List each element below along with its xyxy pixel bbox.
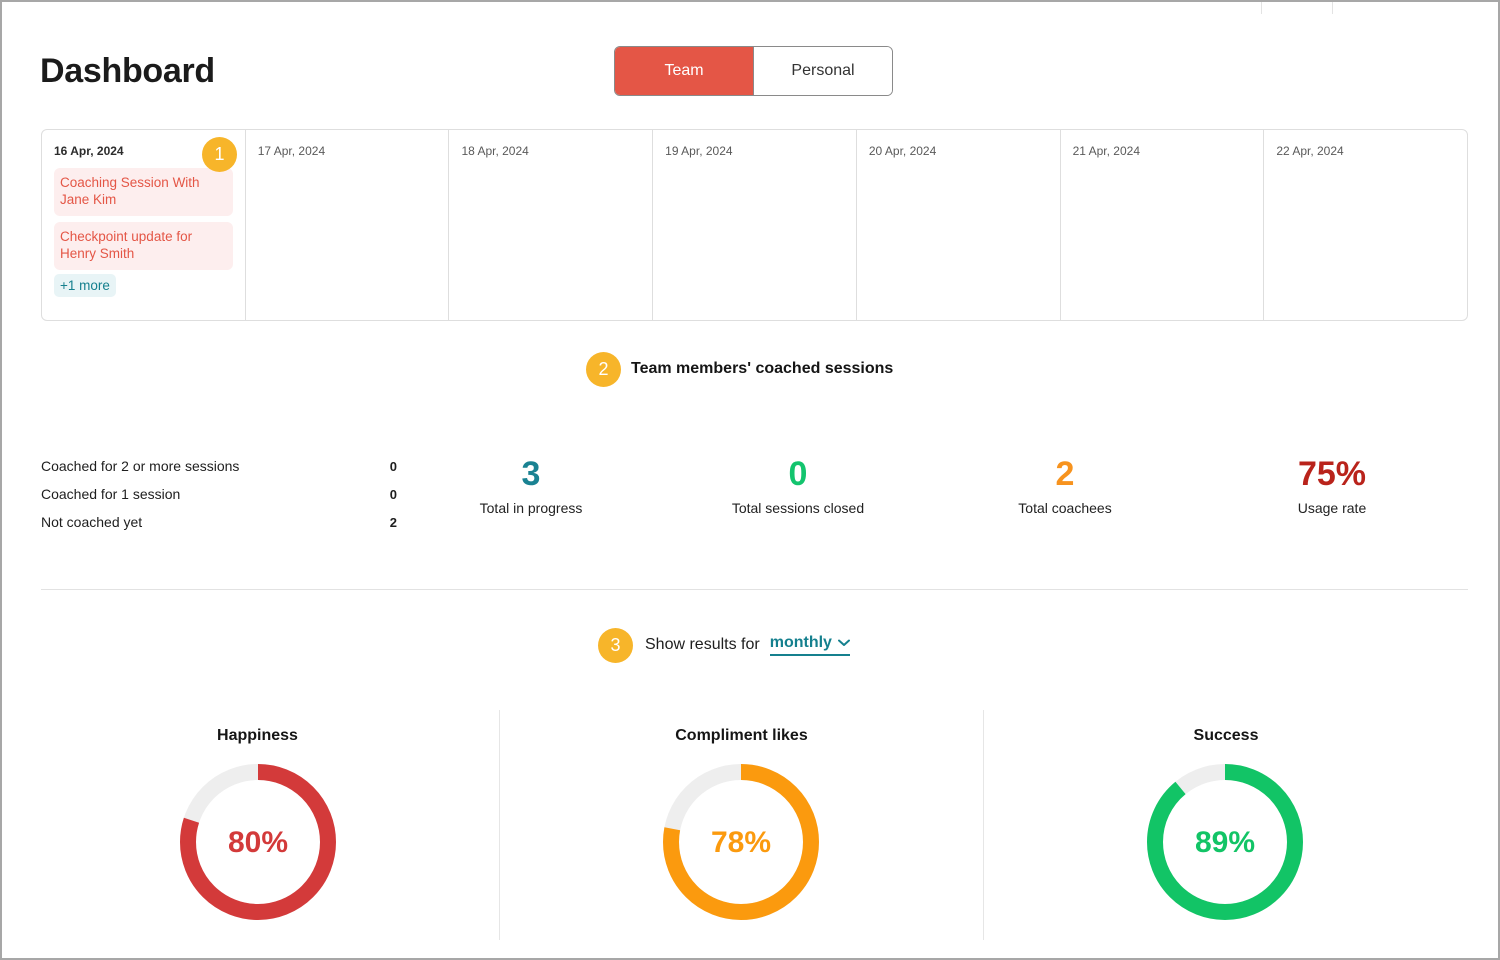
stat-total-sessions-closed: 0 Total sessions closed	[688, 454, 908, 516]
gauge-panel-success: Success 89%	[984, 710, 1468, 940]
personal-toggle-button[interactable]: Personal	[753, 47, 892, 95]
success-donut: 89%	[1147, 764, 1303, 920]
coached-breakdown: Coached for 2 or more sessions 0 Coached…	[41, 452, 401, 536]
stat-label: Total coachees	[1018, 500, 1112, 516]
stat-value: 3	[521, 455, 541, 493]
gauge-title: Success	[1193, 727, 1259, 744]
step-badge-2: 2	[586, 352, 621, 387]
calendar-day[interactable]: 16 Apr, 2024 Coaching Session With Jane …	[42, 130, 246, 320]
section-divider	[41, 589, 1468, 590]
breakdown-value: 2	[389, 514, 397, 530]
calendar-day[interactable]: 18 Apr, 2024	[449, 130, 654, 320]
breakdown-label: Coached for 1 session	[41, 486, 181, 502]
calendar-day[interactable]: 22 Apr, 2024	[1264, 130, 1467, 320]
view-toggle: Team Personal	[614, 46, 893, 96]
happiness-donut: 80%	[180, 764, 336, 920]
top-divider	[1261, 2, 1333, 14]
week-calendar: 16 Apr, 2024 Coaching Session With Jane …	[41, 129, 1468, 321]
breakdown-row: Coached for 1 session 0	[41, 480, 401, 508]
period-value: monthly	[769, 634, 832, 651]
breakdown-row: Coached for 2 or more sessions 0	[41, 452, 401, 480]
stat-value: 2	[1055, 455, 1075, 493]
gauge-panel-happiness: Happiness 80%	[16, 710, 500, 940]
stat-total-coachees: 2 Total coachees	[955, 454, 1175, 516]
stat-label: Usage rate	[1297, 500, 1367, 516]
page-title: Dashboard	[40, 52, 215, 90]
donut-value: 80%	[228, 826, 288, 859]
gauge-panel-compliment-likes: Compliment likes 78%	[500, 710, 984, 940]
day-date: 18 Apr, 2024	[461, 144, 529, 158]
donut-progress	[663, 764, 819, 920]
stat-value: 75%	[1297, 455, 1367, 493]
stat-total-in-progress: 3 Total in progress	[421, 454, 641, 516]
gauge-title: Compliment likes	[675, 727, 808, 744]
calendar-event[interactable]: Coaching Session With Jane Kim	[54, 168, 233, 216]
donut-progress	[1147, 764, 1303, 920]
donut-value: 89%	[1195, 826, 1255, 859]
stat-value: 0	[788, 455, 808, 493]
breakdown-value: 0	[389, 486, 397, 502]
breakdown-label: Coached for 2 or more sessions	[41, 458, 240, 474]
more-events-link[interactable]: +1 more	[54, 274, 116, 297]
day-date: 17 Apr, 2024	[257, 144, 326, 158]
gauge-title: Happiness	[217, 727, 298, 744]
calendar-day[interactable]: 21 Apr, 2024	[1061, 130, 1265, 320]
period-dropdown[interactable]: monthly	[769, 634, 850, 656]
donut-progress	[180, 764, 336, 920]
stat-label: Total in progress	[479, 500, 583, 516]
day-date: 21 Apr, 2024	[1072, 144, 1140, 158]
breakdown-value: 0	[389, 458, 397, 474]
breakdown-label: Not coached yet	[41, 514, 143, 530]
calendar-event[interactable]: Checkpoint update for Henry Smith	[54, 222, 233, 270]
donut-value: 78%	[711, 826, 771, 859]
breakdown-row: Not coached yet 2	[41, 508, 401, 536]
calendar-day[interactable]: 20 Apr, 2024	[857, 130, 1061, 320]
day-date: 19 Apr, 2024	[665, 144, 733, 158]
filter-label: Show results for	[645, 636, 760, 653]
section-title: Team members' coached sessions	[631, 360, 894, 377]
day-date: 20 Apr, 2024	[868, 144, 937, 158]
calendar-day[interactable]: 19 Apr, 2024	[653, 130, 857, 320]
compliment-likes-donut: 78%	[663, 764, 819, 920]
results-filter: Show results for monthly	[645, 634, 850, 656]
day-date: 16 Apr, 2024	[54, 144, 124, 158]
calendar-day[interactable]: 17 Apr, 2024	[246, 130, 450, 320]
step-badge-1: 1	[202, 137, 237, 172]
step-badge-3: 3	[598, 628, 633, 663]
stat-label: Total sessions closed	[731, 500, 865, 516]
team-toggle-button[interactable]: Team	[615, 47, 753, 95]
chevron-down-icon	[837, 639, 850, 646]
day-date: 22 Apr, 2024	[1276, 144, 1344, 158]
stat-usage-rate: 75% Usage rate	[1222, 454, 1442, 516]
